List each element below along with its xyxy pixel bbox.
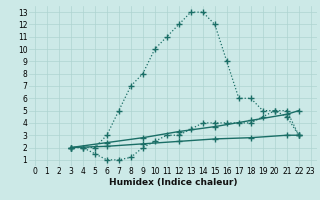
X-axis label: Humidex (Indice chaleur): Humidex (Indice chaleur) — [108, 178, 237, 187]
